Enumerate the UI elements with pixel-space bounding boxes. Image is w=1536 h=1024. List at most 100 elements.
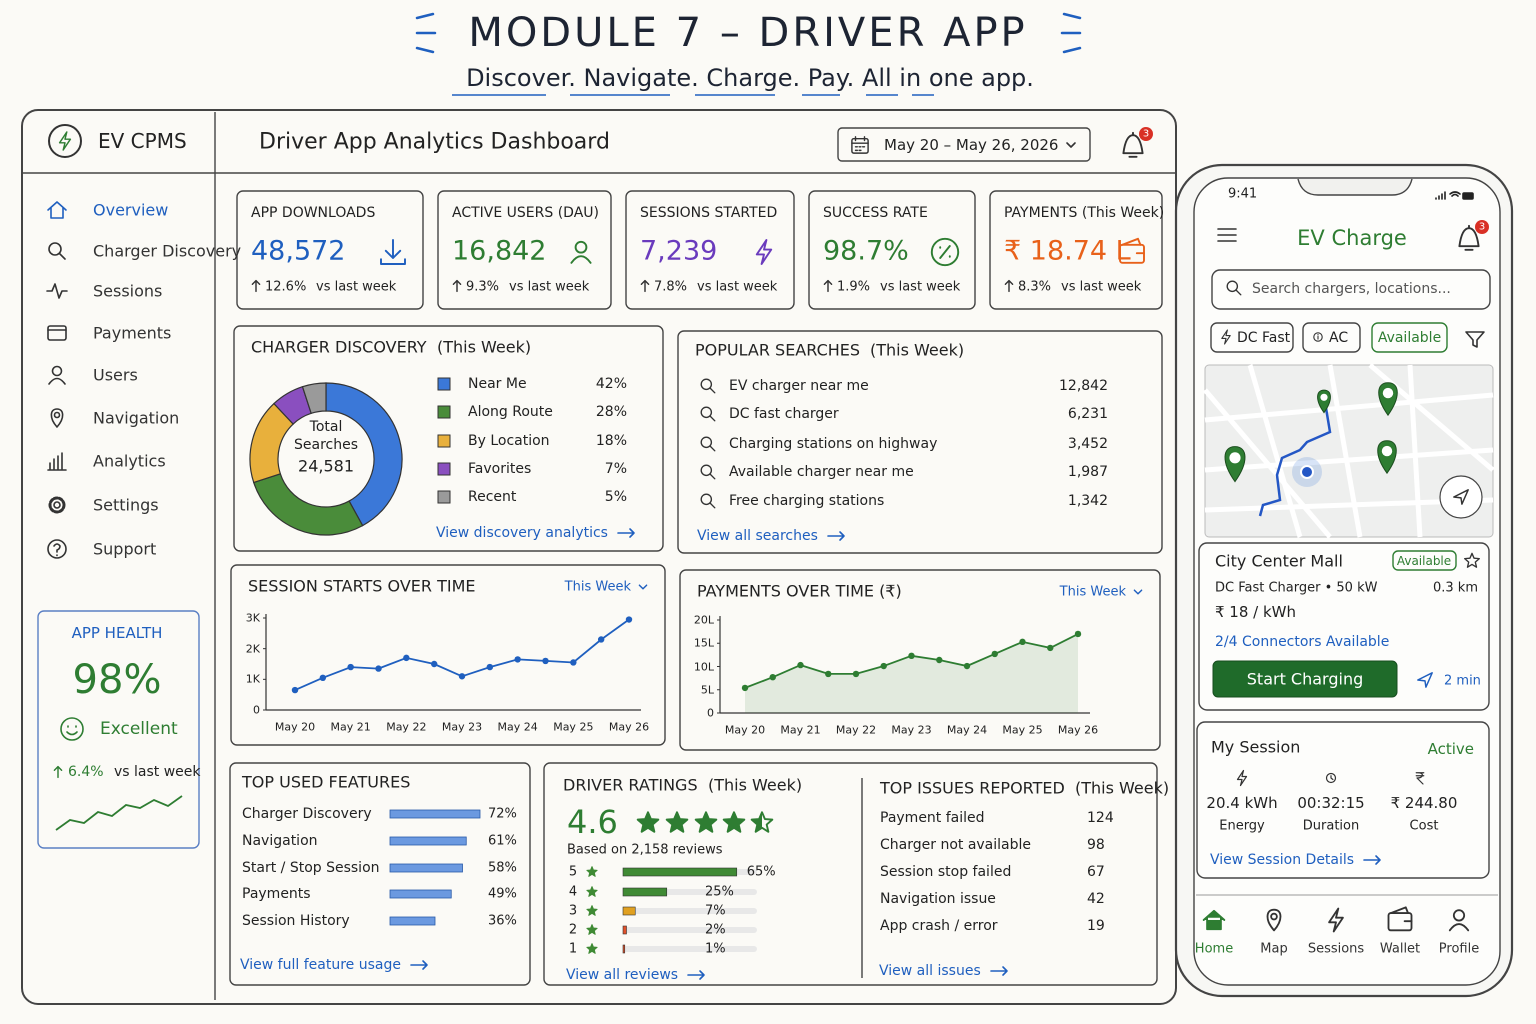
icon-part: [1417, 672, 1433, 688]
point: [347, 663, 354, 671]
tab-label[interactable]: Home: [1194, 941, 1234, 957]
y-tick-label: 20L: [693, 613, 714, 627]
card-subtitle: (This Week): [708, 775, 803, 795]
filter-label[interactable]: Available: [1377, 330, 1442, 346]
tab-label[interactable]: Sessions: [1307, 941, 1365, 957]
icon-part: [1066, 142, 1076, 148]
start-button[interactable]: [1212, 660, 1398, 698]
bell-icon: [1122, 131, 1144, 158]
point: [570, 659, 577, 666]
icon-part: [53, 411, 61, 419]
icon-part: [1453, 489, 1469, 505]
icon-part: [1363, 855, 1381, 865]
x-tick-label: May 24: [946, 723, 988, 737]
kpi-change: 9.3%: [466, 279, 500, 295]
icon-part: [640, 279, 650, 293]
nav-item[interactable]: Navigation: [93, 408, 180, 428]
star-icon: [586, 866, 598, 877]
wallet-icon: [1387, 906, 1413, 932]
station-price: ₹ 18 / kWh: [1215, 603, 1297, 621]
chart-filter[interactable]: This Week: [564, 579, 631, 595]
nav-item[interactable]: Overview: [93, 200, 169, 220]
download-icon: [380, 239, 406, 265]
card-title: TOP ISSUES REPORTED: [880, 778, 1065, 798]
bolt-icon: [58, 131, 72, 151]
filter-label[interactable]: AC: [1329, 330, 1349, 346]
nav-item[interactable]: Analytics: [93, 451, 166, 471]
card-subtitle: (This Week): [870, 340, 965, 360]
star-icon: [1464, 552, 1480, 568]
nav-item[interactable]: Charger Discovery: [93, 241, 242, 261]
bar-track: [623, 908, 757, 914]
link[interactable]: View discovery analytics: [436, 525, 608, 541]
status-badge: [1392, 550, 1457, 571]
icon-part: [1462, 192, 1474, 200]
area: [745, 634, 1078, 713]
location-dot: [1300, 465, 1314, 479]
station-distance: 0.3 km: [1433, 580, 1478, 596]
session-card: [1196, 721, 1490, 879]
chart-card: [679, 569, 1161, 751]
page-title: MODULE 7 – DRIVER APP: [468, 10, 1028, 56]
features-card: [229, 762, 531, 986]
y-tick-label: 1K: [245, 672, 260, 686]
icon-part: [709, 502, 716, 509]
date-range[interactable]: May 20 – May 26, 2026: [884, 136, 1059, 154]
bell-icon: [1458, 224, 1480, 251]
y-tick-label: 0: [707, 706, 714, 720]
kpi-change: 12.6%: [265, 279, 307, 295]
session-title: My Session: [1211, 737, 1301, 757]
y-tick-label: 0: [253, 703, 260, 717]
rating-level: 4: [568, 884, 578, 900]
ratings-card: [543, 762, 1158, 986]
start-button-label[interactable]: Start Charging: [1246, 669, 1364, 689]
issue-label: Session stop failed: [880, 864, 1012, 880]
icon-part: [617, 528, 635, 538]
chart-filter[interactable]: This Week: [1059, 584, 1126, 600]
star-icon: [722, 811, 746, 833]
bar-label: 58%: [488, 860, 517, 876]
tab-label[interactable]: Profile: [1438, 941, 1480, 957]
percent-icon: [930, 237, 960, 267]
point: [458, 673, 466, 680]
tab-label[interactable]: Wallet: [1379, 941, 1421, 957]
link[interactable]: View all reviews: [566, 967, 679, 983]
icon-part: [1328, 907, 1344, 933]
feature-label: Session History: [242, 913, 350, 929]
search-placeholder[interactable]: Search chargers, locations...: [1252, 281, 1451, 297]
feature-label: Payments: [242, 886, 311, 902]
bar-label: 25%: [705, 884, 734, 900]
bar: [622, 867, 738, 877]
legend-value: 7%: [604, 461, 627, 477]
point: [625, 616, 633, 623]
icon-part: [50, 408, 64, 428]
home-icon: [47, 201, 67, 219]
help-icon: [47, 539, 67, 559]
issue-count: 98: [1087, 837, 1105, 853]
search-box: [1211, 269, 1491, 310]
legend-label: Recent: [468, 489, 517, 505]
search-count: 3,452: [1067, 436, 1108, 452]
link[interactable]: View full feature usage: [240, 957, 401, 973]
nav-item[interactable]: Support: [93, 539, 157, 559]
point: [1074, 630, 1082, 638]
up-icon: [53, 765, 63, 779]
point: [319, 674, 327, 681]
nav-item[interactable]: Settings: [93, 495, 159, 515]
link[interactable]: View Session Details: [1210, 852, 1355, 868]
stat-value: 00:32:15: [1297, 794, 1365, 812]
icon-part: [53, 501, 61, 509]
nav-item[interactable]: Payments: [93, 323, 172, 343]
nav-item[interactable]: Sessions: [93, 281, 163, 301]
link[interactable]: View all searches: [697, 528, 818, 544]
tab-label[interactable]: Map: [1260, 941, 1288, 957]
arrow-icon: [617, 528, 635, 538]
icon-part: [48, 242, 62, 256]
nav-item[interactable]: Users: [93, 365, 138, 385]
icon-part: [1235, 289, 1242, 296]
up-icon: [452, 279, 462, 293]
link[interactable]: View all issues: [879, 963, 981, 979]
icon-part: [700, 464, 713, 477]
filter-label[interactable]: DC Fast: [1237, 330, 1291, 346]
issue-count: 42: [1087, 891, 1105, 907]
